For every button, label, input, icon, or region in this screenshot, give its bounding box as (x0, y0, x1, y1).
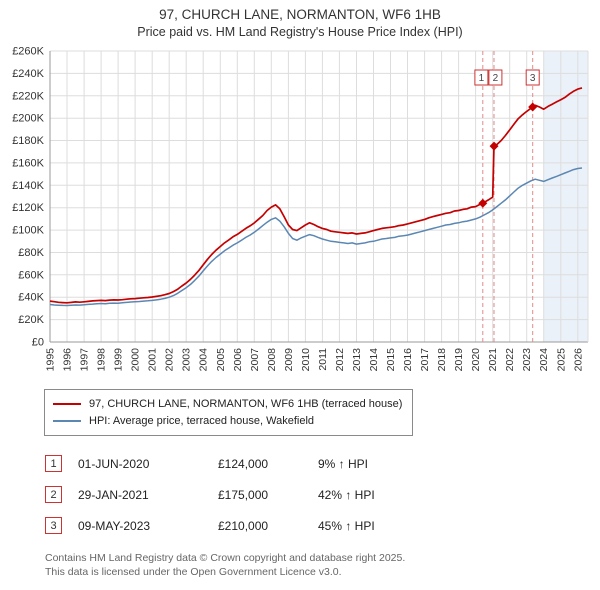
svg-text:3: 3 (530, 73, 536, 84)
svg-text:£180K: £180K (12, 135, 44, 147)
svg-text:1995: 1995 (45, 348, 57, 372)
transaction-hpi-change: 9% ↑ HPI (318, 456, 369, 471)
svg-text:£200K: £200K (12, 113, 44, 125)
svg-text:2004: 2004 (198, 348, 210, 372)
svg-text:2026: 2026 (572, 348, 584, 372)
legend-item-label: 97, CHURCH LANE, NORMANTON, WF6 1HB (ter… (89, 397, 403, 410)
svg-text:2000: 2000 (130, 348, 142, 372)
svg-text:£20K: £20K (18, 314, 44, 326)
transaction-date: 09-MAY-2023 (78, 518, 151, 533)
svg-text:1997: 1997 (79, 348, 91, 372)
svg-text:2008: 2008 (266, 348, 278, 372)
price-history-chart: 1 2 3 £0 £20K £40K £60K £80K £100K £120K £140K £160… (12, 46, 589, 372)
svg-text:2024: 2024 (538, 348, 550, 372)
transaction-price: £175,000 (218, 487, 269, 502)
svg-text:2025: 2025 (555, 348, 567, 372)
svg-text:2009: 2009 (283, 348, 295, 372)
svg-text:2003: 2003 (181, 348, 193, 372)
svg-text:£80K: £80K (18, 247, 44, 259)
svg-text:2006: 2006 (232, 348, 244, 372)
transaction-number-badge: 2 (45, 486, 62, 503)
footer-licence-line: This data is licensed under the Open Gov… (45, 566, 342, 579)
svg-text:2001: 2001 (147, 348, 159, 372)
svg-text:2013: 2013 (351, 348, 363, 372)
svg-text:2012: 2012 (334, 348, 346, 372)
hpi-line-swatch (53, 419, 81, 422)
chart-header: 97, CHURCH LANE, NORMANTON, WF6 1HB Pric… (0, 0, 600, 39)
svg-text:£220K: £220K (12, 90, 44, 102)
svg-text:£100K: £100K (12, 225, 44, 237)
legend-item-label: HPI: Average price, terraced house, Wake… (89, 414, 315, 427)
svg-text:2022: 2022 (504, 348, 516, 372)
sale-marker (528, 102, 538, 112)
transaction-price: £124,000 (218, 456, 269, 471)
svg-text:1: 1 (479, 73, 485, 84)
svg-text:£0: £0 (32, 337, 44, 349)
svg-text:2021: 2021 (487, 348, 499, 372)
svg-text:£140K: £140K (12, 180, 44, 192)
transaction-date: 01-JUN-2020 (78, 456, 150, 471)
page-title: 97, CHURCH LANE, NORMANTON, WF6 1HB (159, 7, 441, 22)
svg-text:1996: 1996 (62, 348, 74, 372)
transaction-row: 3 09-MAY-2023 £210,000 45% ↑ HPI (45, 510, 600, 541)
svg-text:£240K: £240K (12, 68, 44, 80)
svg-text:2018: 2018 (436, 348, 448, 372)
sale-marker (478, 198, 488, 208)
svg-text:£120K: £120K (12, 202, 44, 214)
svg-text:£60K: £60K (18, 269, 44, 281)
svg-text:1999: 1999 (113, 348, 125, 372)
legend-item-hpi: HPI: Average price, terraced house, Wake… (53, 412, 402, 429)
sale-marker (489, 141, 499, 151)
transaction-row: 2 29-JAN-2021 £175,000 42% ↑ HPI (45, 479, 600, 510)
legend-item-property: 97, CHURCH LANE, NORMANTON, WF6 1HB (ter… (53, 395, 402, 412)
page-subtitle: Price paid vs. HM Land Registry's House … (137, 25, 463, 39)
svg-text:2010: 2010 (300, 348, 312, 372)
chart-legend: 97, CHURCH LANE, NORMANTON, WF6 1HB (ter… (44, 389, 414, 436)
property-line-swatch (53, 402, 81, 405)
svg-text:2002: 2002 (164, 348, 176, 372)
license-footer: Contains HM Land Registry data © Crown c… (45, 551, 600, 579)
footer-copyright-line: Contains HM Land Registry data © Crown c… (45, 552, 406, 564)
svg-text:2020: 2020 (470, 348, 482, 372)
svg-text:2005: 2005 (215, 348, 227, 372)
transaction-hpi-change: 45% ↑ HPI (318, 518, 375, 533)
svg-text:£40K: £40K (18, 292, 44, 304)
transaction-row: 1 01-JUN-2020 £124,000 9% ↑ HPI (45, 448, 600, 479)
transaction-price: £210,000 (218, 518, 269, 533)
svg-text:£260K: £260K (12, 46, 44, 58)
svg-text:2014: 2014 (368, 348, 380, 372)
svg-text:2015: 2015 (385, 348, 397, 372)
svg-text:2017: 2017 (419, 348, 431, 372)
transactions-table: 1 01-JUN-2020 £124,000 9% ↑ HPI 2 29-JAN… (45, 448, 600, 541)
svg-text:2019: 2019 (453, 348, 465, 372)
svg-text:£160K: £160K (12, 157, 44, 169)
transaction-hpi-change: 42% ↑ HPI (318, 487, 375, 502)
svg-text:2: 2 (493, 73, 499, 84)
transaction-number-badge: 3 (45, 517, 62, 534)
svg-text:2023: 2023 (521, 348, 533, 372)
future-projection-shade (543, 51, 588, 342)
svg-text:2016: 2016 (402, 348, 414, 372)
svg-text:2011: 2011 (317, 348, 329, 371)
transaction-number-badge: 1 (45, 455, 62, 472)
svg-text:2007: 2007 (249, 348, 261, 372)
transaction-date: 29-JAN-2021 (78, 487, 149, 502)
svg-text:1998: 1998 (96, 348, 108, 372)
